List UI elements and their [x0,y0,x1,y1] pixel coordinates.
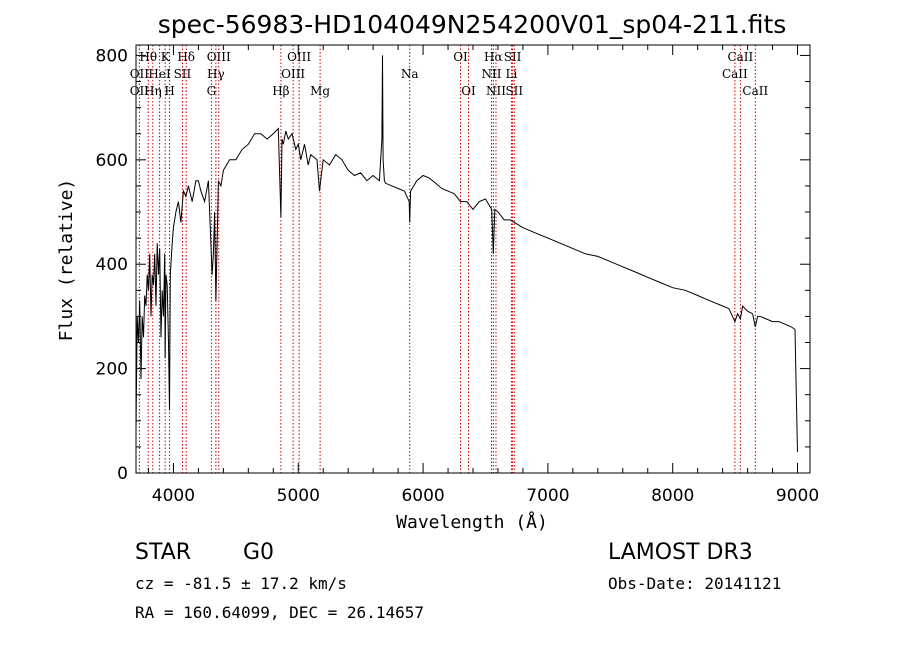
x-tick-label: 7000 [526,486,569,506]
marker-label: Na [401,67,419,81]
marker-label: Hθ [139,50,157,64]
y-tick-label: 600 [96,151,128,171]
marker-label: OIII [287,50,311,64]
y-tick-label: 800 [96,46,128,66]
marker-label: NII [481,67,501,81]
sky-coordinates: RA = 160.64099, DEC = 26.14657 [135,603,424,622]
marker-label: Li [506,67,518,81]
marker-label: OII [130,84,150,98]
y-axis-label: Flux (relative) [56,179,77,342]
marker-label: CaII [727,50,753,64]
marker-label: NII [486,84,506,98]
marker-label: Hη [144,84,162,98]
marker-label: OIII [281,67,305,81]
object-subclass: G0 [243,540,275,565]
x-tick-label: 8000 [651,486,694,506]
marker-label: SII [505,84,523,98]
plot-frame [135,44,811,474]
x-tick-label: 4000 [152,486,195,506]
marker-label: Hδ [177,50,195,64]
observation-date: Obs-Date: 20141121 [608,574,782,593]
marker-label: OI [461,84,476,98]
object-class: STAR [135,540,192,565]
marker-label: OII [130,67,150,81]
y-tick-label: 0 [117,464,128,484]
marker-label: Hβ [272,84,289,98]
marker-label: Hα [484,50,503,64]
marker-label: SII [504,50,522,64]
marker-label: Hγ [207,67,225,81]
marker-label: Mg [310,84,330,98]
marker-label: SII [174,67,192,81]
x-axis-label: Wavelength (Å) [396,511,548,533]
x-tick-label: 5000 [277,486,320,506]
survey-name: LAMOST DR3 [608,540,753,565]
marker-label: G [207,84,217,98]
marker-label: CaII [722,67,748,81]
y-axis-ticks: 0 200 400 600 800 [96,46,810,484]
marker-label: HeI [148,67,171,81]
y-tick-label: 400 [96,255,128,275]
emission-line-markers [138,45,756,473]
y-tick-label: 200 [96,360,128,380]
marker-label: CaII [742,84,768,98]
marker-label: OI [453,50,468,64]
x-axis-ticks: 4000 5000 6000 7000 8000 9000 [147,45,819,506]
marker-label: H [164,84,174,98]
x-tick-label: 6000 [401,486,444,506]
marker-label: K [161,50,171,64]
marker-label: OIII [207,50,231,64]
chart-title: spec-56983-HD104049N254200V01_sp04-211.f… [158,10,787,39]
x-tick-label: 9000 [776,486,819,506]
redshift-velocity: cz = -81.5 ± 17.2 km/s [135,574,347,593]
spectrum-line [135,55,798,453]
